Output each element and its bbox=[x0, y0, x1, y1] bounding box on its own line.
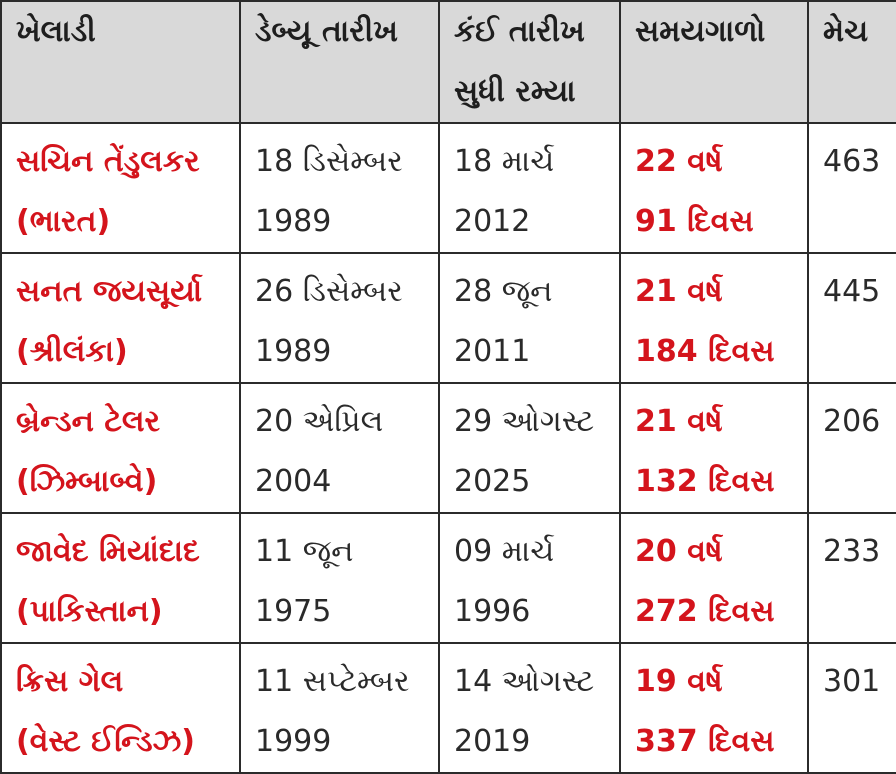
player-country: (પાકિસ્તાન) bbox=[16, 594, 163, 629]
table-row: સનત જયસૂર્યા (શ્રીલંકા) 26 ડિસેમ્બર 1989… bbox=[0, 252, 896, 384]
matches-cell: 301 bbox=[807, 642, 896, 774]
debut-year: 2004 bbox=[255, 464, 332, 499]
header-player: ખેલાડી bbox=[0, 0, 241, 124]
player-cell: ક્રિસ ગેલ (વેસ્ટ ઈન્ડિઝ) bbox=[0, 642, 241, 774]
header-row: ખેલાડી ડેબ્યૂ તારીખ કંઈ તારીખ સુધી રમ્યા… bbox=[0, 0, 896, 124]
debut-year: 1999 bbox=[255, 724, 332, 759]
player-cell: બ્રેન્ડન ટેલર (ઝિમ્બાબ્વે) bbox=[0, 382, 241, 514]
matches-cell: 233 bbox=[807, 512, 896, 644]
span-years: 19 વર્ષ bbox=[635, 664, 723, 699]
debut-cell: 18 ડિસેમ્બર 1989 bbox=[239, 122, 440, 254]
last-year: 2025 bbox=[454, 464, 531, 499]
header-line: ડેબ્યૂ તારીખ bbox=[255, 14, 398, 49]
table-row: બ્રેન્ડન ટેલર (ઝિમ્બાબ્વે) 20 એપ્રિલ 200… bbox=[0, 382, 896, 514]
span-cell: 22 વર્ષ 91 દિવસ bbox=[619, 122, 809, 254]
span-cell: 21 વર્ષ 132 દિવસ bbox=[619, 382, 809, 514]
last-cell: 29 ઓગસ્ટ 2025 bbox=[438, 382, 621, 514]
last-year: 2011 bbox=[454, 334, 531, 369]
player-name: ક્રિસ ગેલ bbox=[16, 664, 124, 699]
debut-cell: 20 એપ્રિલ 2004 bbox=[239, 382, 440, 514]
header-line: સમયગાળો bbox=[635, 14, 766, 49]
matches-count: 445 bbox=[823, 274, 881, 309]
player-name: સનત જયસૂર્યા bbox=[16, 274, 203, 309]
table-row: સચિન તેંડુલકર (ભારત) 18 ડિસેમ્બર 1989 18… bbox=[0, 122, 896, 254]
last-year: 2019 bbox=[454, 724, 531, 759]
header-matches: મેચ bbox=[807, 0, 896, 124]
last-day-month: 28 જૂન bbox=[454, 274, 553, 309]
span-days: 132 દિવસ bbox=[635, 464, 775, 499]
player-cell: સચિન તેંડુલકર (ભારત) bbox=[0, 122, 241, 254]
matches-count: 463 bbox=[823, 144, 881, 179]
player-name: જાવેદ મિયાંદાદ bbox=[16, 534, 200, 569]
player-cell: જાવેદ મિયાંદાદ (પાકિસ્તાન) bbox=[0, 512, 241, 644]
header-line: ખેલાડી bbox=[16, 14, 96, 49]
header-last-date: કંઈ તારીખ સુધી રમ્યા bbox=[438, 0, 621, 124]
matches-cell: 206 bbox=[807, 382, 896, 514]
last-cell: 14 ઓગસ્ટ 2019 bbox=[438, 642, 621, 774]
last-cell: 09 માર્ચ 1996 bbox=[438, 512, 621, 644]
header-line: કંઈ તારીખ bbox=[454, 14, 585, 49]
last-day-month: 09 માર્ચ bbox=[454, 534, 555, 569]
player-cell: સનત જયસૂર્યા (શ્રીલંકા) bbox=[0, 252, 241, 384]
span-years: 21 વર્ષ bbox=[635, 404, 723, 439]
table-row: ક્રિસ ગેલ (વેસ્ટ ઈન્ડિઝ) 11 સપ્ટેમ્બર 19… bbox=[0, 642, 896, 774]
last-year: 1996 bbox=[454, 594, 531, 629]
debut-day-month: 18 ડિસેમ્બર bbox=[255, 144, 403, 179]
debut-day-month: 11 સપ્ટેમ્બર bbox=[255, 664, 410, 699]
table-row: જાવેદ મિયાંદાદ (પાકિસ્તાન) 11 જૂન 1975 0… bbox=[0, 512, 896, 644]
span-days: 91 દિવસ bbox=[635, 204, 754, 239]
last-day-month: 18 માર્ચ bbox=[454, 144, 555, 179]
debut-cell: 11 સપ્ટેમ્બર 1999 bbox=[239, 642, 440, 774]
last-cell: 18 માર્ચ 2012 bbox=[438, 122, 621, 254]
span-years: 20 વર્ષ bbox=[635, 534, 723, 569]
debut-day-month: 11 જૂન bbox=[255, 534, 354, 569]
matches-count: 206 bbox=[823, 404, 881, 439]
player-country: (શ્રીલંકા) bbox=[16, 334, 128, 369]
span-cell: 19 વર્ષ 337 દિવસ bbox=[619, 642, 809, 774]
last-day-month: 14 ઓગસ્ટ bbox=[454, 664, 595, 699]
span-days: 184 દિવસ bbox=[635, 334, 775, 369]
matches-count: 301 bbox=[823, 664, 881, 699]
span-cell: 20 વર્ષ 272 દિવસ bbox=[619, 512, 809, 644]
debut-cell: 26 ડિસેમ્બર 1989 bbox=[239, 252, 440, 384]
last-day-month: 29 ઓગસ્ટ bbox=[454, 404, 595, 439]
debut-day-month: 26 ડિસેમ્બર bbox=[255, 274, 403, 309]
debut-cell: 11 જૂન 1975 bbox=[239, 512, 440, 644]
debut-year: 1989 bbox=[255, 204, 332, 239]
player-name: સચિન તેંડુલકર bbox=[16, 144, 200, 179]
player-country: (ઝિમ્બાબ્વે) bbox=[16, 464, 158, 499]
player-name: બ્રેન્ડન ટેલર bbox=[16, 404, 161, 439]
matches-count: 233 bbox=[823, 534, 881, 569]
player-country: (ભારત) bbox=[16, 204, 111, 239]
header-line: સુધી રમ્યા bbox=[454, 74, 576, 109]
matches-cell: 463 bbox=[807, 122, 896, 254]
debut-day-month: 20 એપ્રિલ bbox=[255, 404, 384, 439]
header-line: મેચ bbox=[823, 14, 869, 49]
last-cell: 28 જૂન 2011 bbox=[438, 252, 621, 384]
span-cell: 21 વર્ષ 184 દિવસ bbox=[619, 252, 809, 384]
header-span: સમયગાળો bbox=[619, 0, 809, 124]
debut-year: 1975 bbox=[255, 594, 332, 629]
span-days: 337 દિવસ bbox=[635, 724, 775, 759]
debut-year: 1989 bbox=[255, 334, 332, 369]
matches-cell: 445 bbox=[807, 252, 896, 384]
span-years: 21 વર્ષ bbox=[635, 274, 723, 309]
span-years: 22 વર્ષ bbox=[635, 144, 723, 179]
last-year: 2012 bbox=[454, 204, 531, 239]
player-country: (વેસ્ટ ઈન્ડિઝ) bbox=[16, 724, 195, 759]
span-days: 272 દિવસ bbox=[635, 594, 775, 629]
header-debut-date: ડેબ્યૂ તારીખ bbox=[239, 0, 440, 124]
